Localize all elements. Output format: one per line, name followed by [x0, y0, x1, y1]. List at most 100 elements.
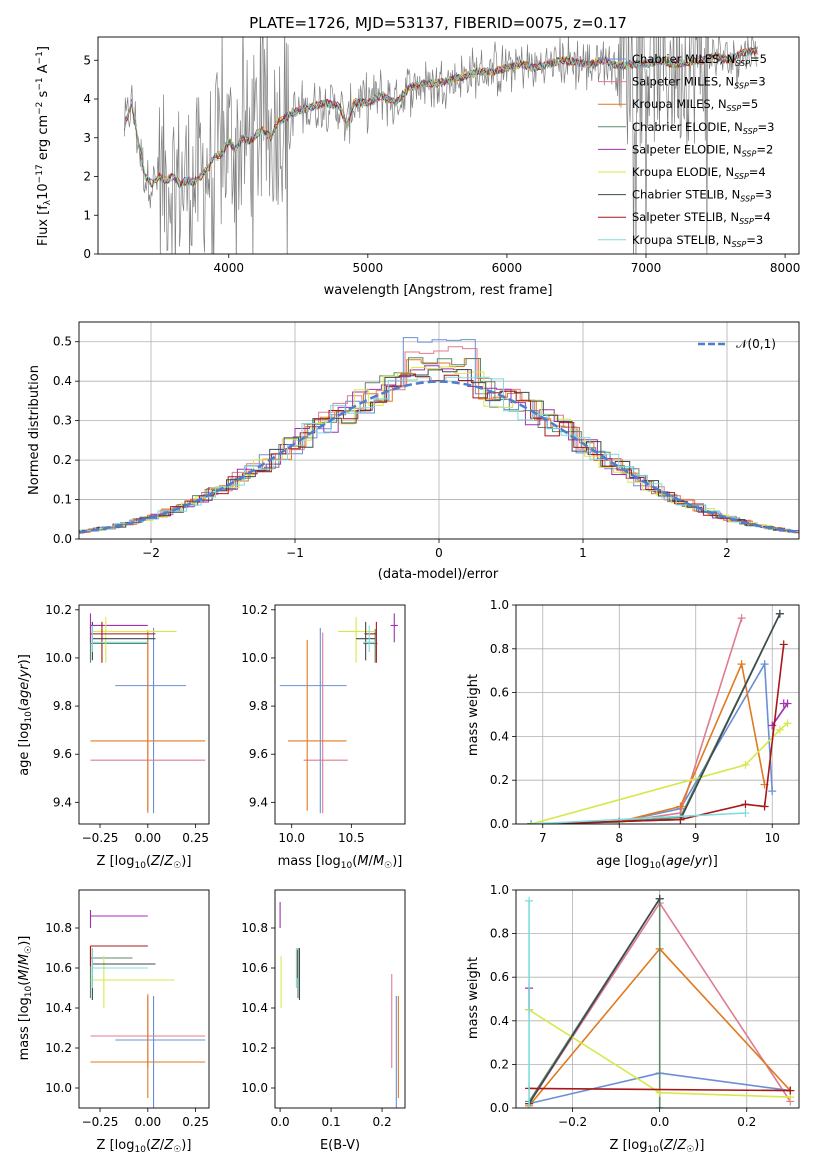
histogram-series [79, 357, 799, 533]
legend-label: Chabrier ELODIE, NSSP=3 [632, 120, 774, 136]
y-tick-label: 10.6 [241, 961, 268, 975]
mass-weight-line [531, 661, 766, 824]
x-tick-label: 1 [579, 546, 587, 560]
histogram-series [79, 369, 799, 534]
histogram-series [79, 373, 799, 534]
y-tick-label: 4 [83, 92, 91, 106]
x-tick-label: −2 [142, 546, 160, 560]
histogram-series [79, 346, 799, 534]
mass-weight-line [529, 1087, 791, 1092]
x-tick-label: 4000 [213, 261, 244, 275]
mw-z-xlabel: Z [log10(Z/Z☉)] [610, 1138, 705, 1155]
x-tick-label: 0.00 [134, 1115, 161, 1129]
y-tick-label: 0.0 [53, 532, 72, 546]
age-mass-xlabel: mass [log10(M/M☉)] [278, 854, 403, 871]
mass-weight-marker [760, 660, 769, 669]
x-tick-label: 0.25 [182, 1115, 209, 1129]
mass-weight-line [531, 644, 785, 824]
x-tick-label: 0.0 [271, 1115, 290, 1129]
x-tick-label: 0.00 [134, 831, 161, 845]
spectrum-xlabel: wavelength [Angstrom, rest frame] [324, 283, 553, 298]
spectrum-legend: Chabrier MILES, NSSP=5 Salpeter MILES, NS… [598, 52, 774, 249]
mass-weight-vs-metallicity-panel: −0.2 0.0 0.2 0.0 0.2 0.4 0.6 0.8 1.0 Z [log10(Z/… [466, 883, 800, 1155]
mass-weight-marker [741, 809, 750, 818]
mass-weight-line [531, 722, 789, 824]
axes-frame [515, 604, 800, 825]
x-tick-label: 2 [723, 546, 731, 560]
y-tick-label: 9.6 [53, 747, 72, 761]
mass-weight-marker [779, 699, 788, 708]
mass-weight-marker [737, 660, 746, 669]
mass-weight-marker [775, 725, 784, 734]
age-vs-mass-panel: 10.0 10.5 9.4 9.6 9.8 10.0 10.2 mass [log10(M/… [241, 603, 406, 871]
y-tick-label: 10.0 [45, 1081, 72, 1095]
y-tick-label: 0.4 [53, 374, 72, 388]
histogram-series [79, 366, 799, 534]
mass-weight-marker [779, 640, 788, 649]
x-tick-label: −0.25 [82, 1115, 119, 1129]
y-tick-label: 10.0 [241, 651, 268, 665]
y-tick-label: 0 [83, 247, 91, 261]
legend-label: Salpeter ELODIE, NSSP=2 [632, 142, 773, 158]
legend-label: Salpeter MILES, NSSP=3 [632, 75, 766, 91]
mass-weight-marker [655, 1104, 664, 1108]
y-tick-label: 0.1 [53, 493, 72, 507]
model-spectrum [124, 47, 758, 189]
axes-frame [78, 321, 800, 540]
x-tick-label: 0.0 [650, 1115, 669, 1129]
mass-weight-marker [741, 760, 750, 769]
y-tick-label: 10.4 [45, 1001, 72, 1015]
y-tick-label: 0.4 [490, 1014, 509, 1028]
mw-z-ylabel: mass weight [466, 957, 481, 1039]
mw-age-xlabel: age [log10(age/yr)] [596, 854, 718, 871]
y-tick-label: 0.8 [490, 927, 509, 941]
x-tick-label: 0.1 [322, 1115, 341, 1129]
normal-reference-curve [79, 380, 799, 534]
mass-weight-marker [741, 800, 750, 809]
legend-label: Kroupa MILES, NSSP=5 [632, 97, 758, 113]
y-tick-label: 10.0 [241, 1081, 268, 1095]
mass-weight-line [528, 898, 661, 1105]
y-tick-label: 0.2 [53, 453, 72, 467]
y-tick-label: 3 [83, 131, 91, 145]
legend-label: Salpeter STELIB, NSSP=4 [632, 210, 771, 226]
mass-vs-metallicity-panel: −0.25 0.00 0.25 10.0 10.2 10.4 10.6 10.8 Z [log… [17, 889, 210, 1155]
residual-histogram-panel: −2 −1 0 1 2 0.0 0.1 0.2 0.3 0.4 0.5 (data-model)/e… [27, 321, 800, 582]
y-tick-label: 0.8 [490, 642, 509, 656]
legend-label: Kroupa STELIB, NSSP=3 [632, 233, 763, 249]
y-tick-label: 10.2 [45, 1041, 72, 1055]
axes-frame [274, 604, 406, 825]
mass-z-xlabel: Z [log10(Z/Z☉)] [97, 1138, 192, 1155]
y-tick-label: 0.6 [490, 970, 509, 984]
x-tick-label: 7000 [631, 261, 662, 275]
x-tick-label: −0.2 [558, 1115, 587, 1129]
y-tick-label: 9.8 [249, 699, 268, 713]
mass-weight-marker [783, 719, 792, 728]
y-tick-label: 10.8 [45, 921, 72, 935]
x-tick-label: 0.25 [182, 831, 209, 845]
y-tick-label: 10.2 [241, 603, 268, 617]
y-tick-label: 9.4 [53, 795, 72, 809]
mass-weight-line [531, 812, 746, 824]
axes-frame [274, 889, 406, 1109]
y-tick-label: 0.4 [490, 729, 509, 743]
age-z-ylabel: age [log10(age/yr)] [17, 654, 34, 776]
mass-weight-line [531, 661, 773, 824]
mass-weight-line [531, 613, 781, 824]
x-tick-label: 8 [615, 831, 623, 845]
mass-weight-marker [768, 787, 777, 796]
histogram-ylabel: Normed distribution [27, 365, 42, 495]
mass-weight-line [531, 613, 781, 824]
axes-frame [78, 889, 210, 1109]
x-tick-label: 0 [435, 546, 443, 560]
x-tick-label: 0.2 [737, 1115, 756, 1129]
mass-weight-marker [655, 894, 664, 903]
y-tick-label: 10.2 [241, 1041, 268, 1055]
y-tick-label: 9.6 [249, 747, 268, 761]
y-tick-label: 10.4 [241, 1001, 268, 1015]
x-tick-label: 6000 [492, 261, 523, 275]
model-spectrum [124, 46, 758, 189]
spectrum-ylabel: Flux [fλ10−17 erg cm−2 s−1 A−1] [35, 46, 53, 246]
y-tick-label: 9.8 [53, 699, 72, 713]
